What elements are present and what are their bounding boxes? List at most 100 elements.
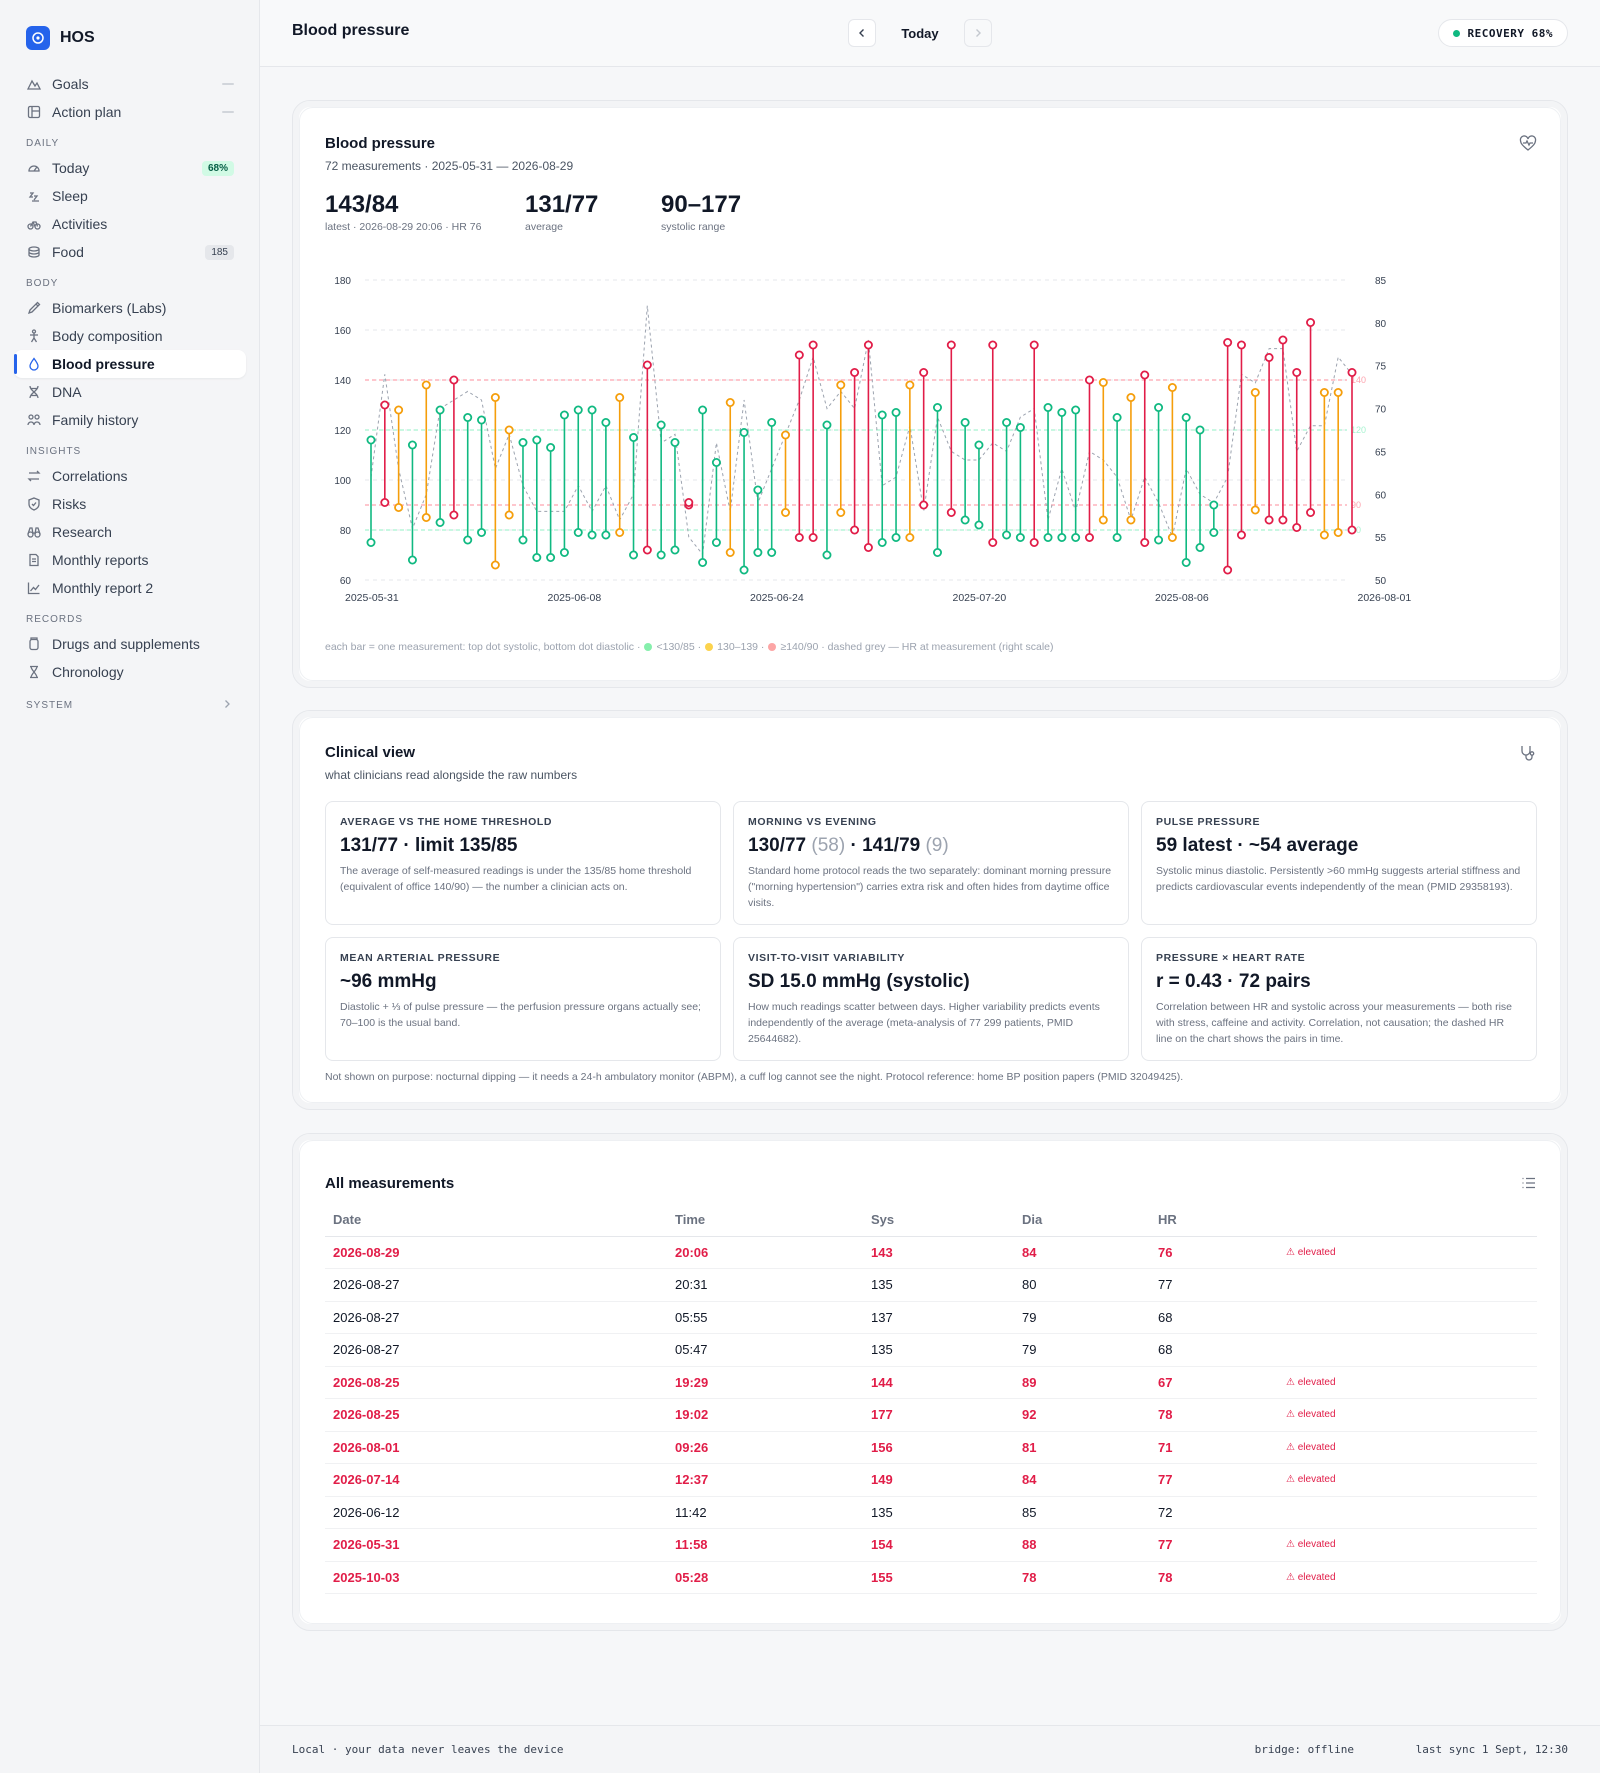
sidebar-item-correlations[interactable]: Correlations	[14, 462, 246, 490]
next-day-button[interactable]	[964, 19, 992, 47]
diastolic-point	[1002, 530, 1012, 540]
legend-normal-swatch	[644, 643, 653, 651]
stethoscope-icon[interactable]	[1519, 744, 1537, 767]
table-row[interactable]: 2026-05-31 11:58 154 88 77 ⚠ elevated	[325, 1528, 1537, 1562]
diastolic-point	[753, 547, 763, 557]
systolic-point	[794, 350, 804, 360]
clinical-box-pulse-pressure: PULSE PRESSURE 59 latest · ~54 average S…	[1141, 801, 1537, 925]
diastolic-point	[407, 555, 417, 565]
sidebar-item-family-history[interactable]: Family history	[14, 406, 246, 434]
col-date[interactable]: Date	[325, 1204, 667, 1237]
y-tick-label: 100	[334, 476, 351, 487]
cell-hr: 76	[1150, 1236, 1278, 1269]
current-date-label[interactable]: Today	[901, 25, 939, 41]
diastolic-point	[518, 535, 528, 545]
col-hr[interactable]: HR	[1150, 1204, 1278, 1237]
legend-normal: <130/85 ·	[656, 641, 702, 653]
sidebar-item-chronology[interactable]: Chronology	[14, 658, 246, 686]
section-system[interactable]: SYSTEM	[14, 694, 246, 716]
systolic-point	[601, 417, 611, 427]
table-row[interactable]: 2025-10-03 05:28 155 78 78 ⚠ elevated	[325, 1561, 1537, 1594]
table-row[interactable]: 2026-06-12 11:42 135 85 72	[325, 1496, 1537, 1529]
col-time[interactable]: Time	[667, 1204, 863, 1237]
sidebar-item-label: Biomarkers (Labs)	[52, 300, 167, 316]
sidebar-item-dna[interactable]: DNA	[14, 378, 246, 406]
heart-pulse-icon[interactable]	[1519, 135, 1537, 158]
cell-flag	[1278, 1268, 1537, 1302]
cell-dia: 84	[1014, 1463, 1150, 1497]
table-row[interactable]: 2026-08-01 09:26 156 81 71 ⚠ elevated	[325, 1431, 1537, 1464]
sidebar-item-blood-pressure[interactable]: Blood pressure	[14, 350, 246, 378]
sidebar-item-goals[interactable]: Goals	[14, 70, 246, 98]
table-row[interactable]: 2026-08-27 05:47 135 79 68	[325, 1333, 1537, 1367]
systolic-point	[863, 340, 873, 350]
table-row[interactable]: 2026-08-27 05:55 137 79 68	[325, 1301, 1537, 1334]
cell-time: 05:28	[667, 1561, 863, 1594]
cell-sys: 135	[863, 1333, 1014, 1367]
table-row[interactable]: 2026-08-29 20:06 143 84 76 ⚠ elevated	[325, 1236, 1537, 1269]
systolic-point	[836, 380, 846, 390]
systolic-point	[1319, 387, 1329, 397]
cell-flag	[1278, 1333, 1537, 1367]
diastolic-point	[670, 545, 680, 555]
y-tick-label: 60	[340, 576, 352, 587]
chevron-left-icon	[859, 29, 864, 37]
sidebar-item-food[interactable]: Food 185	[14, 238, 246, 266]
threshold-label: 90	[1351, 500, 1361, 510]
hourglass-icon	[26, 664, 42, 680]
pill-icon	[26, 636, 42, 652]
systolic-point	[518, 437, 528, 447]
cell-hr: 78	[1150, 1398, 1278, 1432]
sidebar-item-body-composition[interactable]: Body composition	[14, 322, 246, 350]
systolic-point	[1002, 417, 1012, 427]
previous-day-button[interactable]	[848, 19, 876, 47]
sidebar-item-monthly-report-2[interactable]: Monthly report 2	[14, 574, 246, 602]
cell-flag: ⚠ elevated	[1278, 1398, 1537, 1432]
table-row[interactable]: 2026-07-14 12:37 149 84 77 ⚠ elevated	[325, 1463, 1537, 1497]
diastolic-point	[656, 550, 666, 560]
list-icon[interactable]	[1521, 1175, 1537, 1196]
last-sync: last sync 1 Sept, 12:30	[1415, 1743, 1568, 1756]
diastolic-point	[573, 527, 583, 537]
range-value: 90–177	[661, 191, 742, 218]
sidebar-item-drugs[interactable]: Drugs and supplements	[14, 630, 246, 658]
systolic-point	[1333, 387, 1343, 397]
top-bar: Blood pressure Today RECOVERY 68%	[260, 0, 1600, 67]
sidebar-item-monthly-reports[interactable]: Monthly reports	[14, 546, 246, 574]
sidebar-item-sleep[interactable]: Sleep	[14, 182, 246, 210]
bp-chart: 60 80 100 120 140 160 180 140 120 90 80 50 55 60 65 70 7…	[334, 276, 1411, 604]
sidebar-item-research[interactable]: Research	[14, 518, 246, 546]
cell-date: 2026-08-27	[325, 1268, 667, 1302]
diastolic-point	[1057, 532, 1067, 542]
sidebar-item-activities[interactable]: Activities	[14, 210, 246, 238]
bridge-status: bridge: offline	[1254, 1743, 1354, 1756]
col-dia[interactable]: Dia	[1014, 1204, 1150, 1237]
sidebar-item-action-plan[interactable]: Action plan	[14, 98, 246, 126]
right-y-tick-label: 75	[1375, 362, 1387, 373]
recovery-badge[interactable]: RECOVERY 68%	[1437, 19, 1568, 47]
today-icon	[26, 160, 42, 176]
diastolic-point	[546, 552, 556, 562]
card-frame	[299, 107, 1561, 681]
diastolic-point	[366, 537, 376, 547]
diastolic-point	[946, 507, 956, 517]
sidebar-item-label: Body composition	[52, 328, 163, 344]
systolic-point	[974, 440, 984, 450]
systolic-point	[435, 405, 445, 415]
sidebar-item-today[interactable]: Today 68%	[14, 154, 246, 182]
brand[interactable]: HOS	[26, 26, 95, 50]
table-row[interactable]: 2026-08-25 19:02 177 92 78 ⚠ elevated	[325, 1398, 1537, 1432]
sidebar-item-risks[interactable]: Risks	[14, 490, 246, 518]
box-value: 131/77 · limit 135/85	[340, 835, 706, 857]
box-value: ~96 mmHg	[340, 971, 706, 993]
sidebar-item-biomarkers[interactable]: Biomarkers (Labs)	[14, 294, 246, 322]
table-row[interactable]: 2026-08-25 19:29 144 89 67 ⚠ elevated	[325, 1366, 1537, 1399]
section-body: BODY	[26, 277, 59, 289]
sidebar-item-label: Blood pressure	[52, 356, 155, 372]
cell-date: 2026-07-14	[325, 1463, 667, 1497]
systolic-point	[1306, 318, 1316, 328]
col-sys[interactable]: Sys	[863, 1204, 1014, 1237]
legend-high: ≥140/90 · dashed grey — HR at measuremen…	[780, 641, 1054, 653]
table-row[interactable]: 2026-08-27 20:31 135 80 77	[325, 1268, 1537, 1302]
app-logo-icon	[26, 26, 50, 50]
